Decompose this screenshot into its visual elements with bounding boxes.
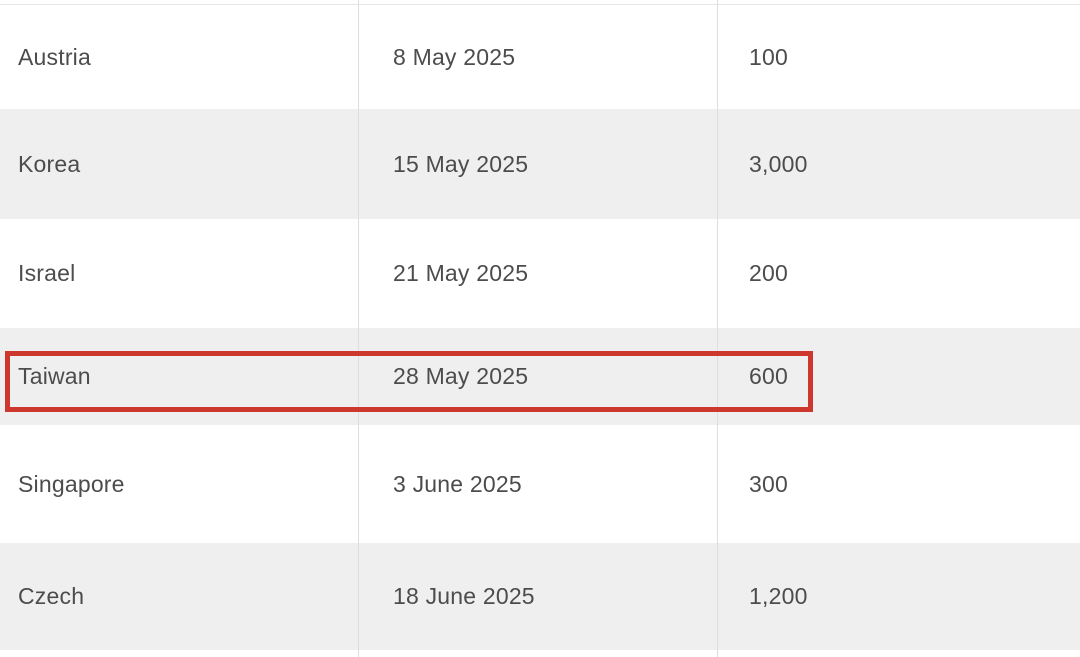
cell-spacer: [0, 650, 358, 657]
cell-value: 200: [717, 219, 1080, 328]
cell-spacer: [717, 0, 1080, 4]
cell-date: 21 May 2025: [358, 219, 717, 328]
cell-country: Czech: [18, 583, 85, 609]
cell-date: 18 June 2025: [358, 543, 717, 650]
table-row-partial-bottom: [0, 650, 1080, 657]
cell-value: 300: [717, 425, 1080, 543]
cell-country: Taiwan: [18, 363, 91, 389]
cell-country: Austria: [18, 43, 91, 70]
cell-date: 8 May 2025: [358, 5, 717, 109]
cell-value: 1,200: [717, 543, 1080, 650]
cell-value: 3,000: [717, 109, 1080, 219]
table-row-singapore: Singapore 3 June 2025 300: [0, 425, 1080, 543]
cell-country: Singapore: [18, 470, 125, 497]
table-row-partial-top: [0, 0, 1080, 5]
cell-spacer: [0, 0, 358, 4]
cell-spacer: [358, 650, 717, 657]
cell-date: 28 May 2025: [358, 328, 717, 425]
cell-value: 600: [717, 328, 1080, 425]
cell-value: 100: [717, 5, 1080, 109]
table-row-austria: Austria 8 May 2025 100: [0, 5, 1080, 109]
cell-spacer: [358, 0, 717, 4]
cell-country: Israel: [18, 260, 76, 286]
cell-date: 3 June 2025: [358, 425, 717, 543]
table-row-korea: Korea 15 May 2025 3,000: [0, 109, 1080, 219]
cell-country: Korea: [18, 150, 81, 177]
table-row-israel: Israel 21 May 2025 200: [0, 219, 1080, 328]
cell-date: 15 May 2025: [358, 109, 717, 219]
table-row-taiwan: Taiwan 28 May 2025 600: [0, 328, 1080, 425]
table-row-czech: Czech 18 June 2025 1,200: [0, 543, 1080, 650]
cell-spacer: [717, 650, 1080, 657]
